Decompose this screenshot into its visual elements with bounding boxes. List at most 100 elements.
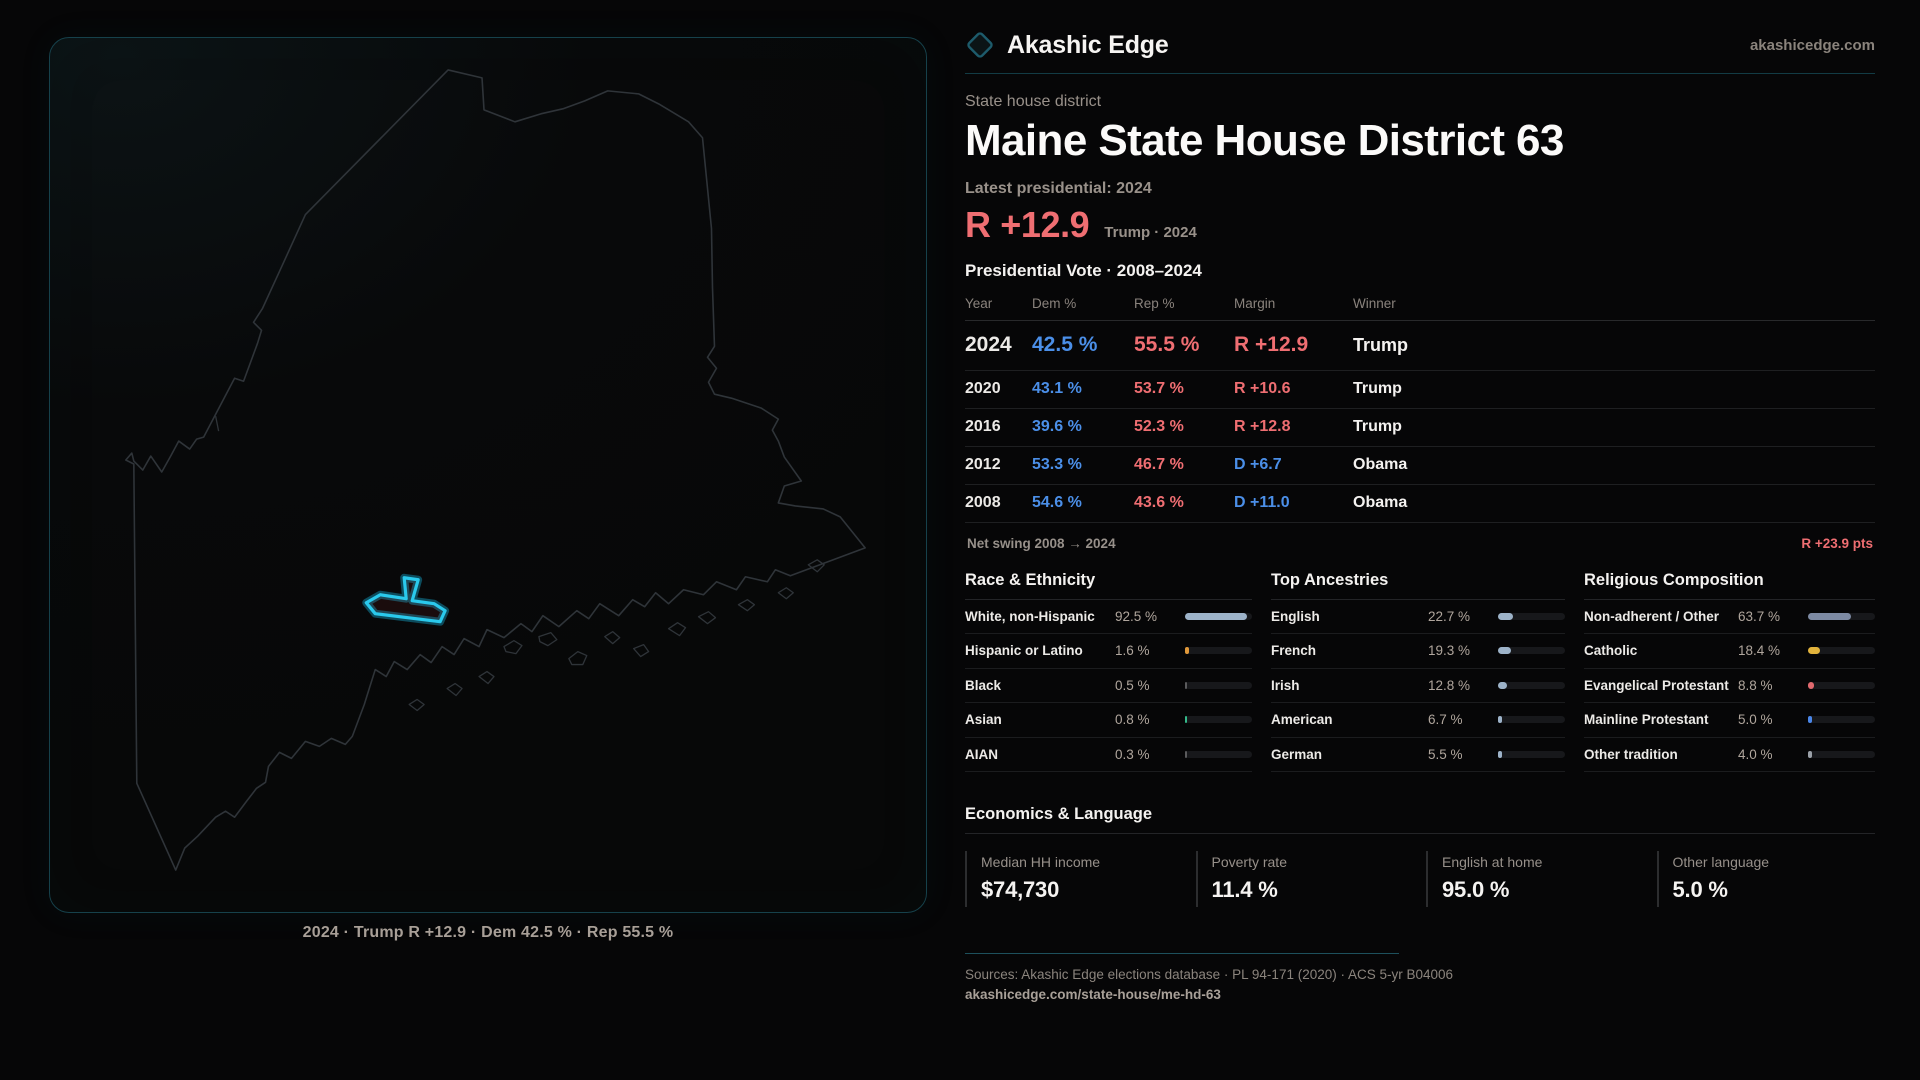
stat-bar-track bbox=[1808, 647, 1875, 655]
stat-label: Asian bbox=[965, 712, 1002, 728]
rep-pct-cell: 55.5 % bbox=[1134, 332, 1200, 356]
econ-stat-value: 95.0 % bbox=[1442, 877, 1510, 903]
demographics-grid: Race & Ethnicity White, non-Hispanic 92.5… bbox=[965, 571, 1875, 773]
presidential-vote-table: Year Dem % Rep % Margin Winner 2024 42.5 % 55.… bbox=[965, 290, 1875, 523]
stat-bar-track bbox=[1498, 612, 1565, 620]
econ-stat-value: 5.0 % bbox=[1672, 877, 1728, 903]
stat-label: Evangelical Protestant bbox=[1584, 677, 1729, 693]
section-title: Race & Ethnicity bbox=[965, 571, 1252, 600]
dem-pct-cell: 42.5 % bbox=[1032, 332, 1098, 356]
stat-value: 19.3 % bbox=[1428, 643, 1471, 659]
stat-bar-track bbox=[1185, 681, 1252, 689]
stat-bar-fill bbox=[1498, 612, 1513, 620]
stat-value: 92.5 % bbox=[1115, 608, 1158, 624]
stat-value: 22.7 % bbox=[1428, 608, 1471, 624]
section-title: Economics & Language bbox=[965, 805, 1875, 835]
stat-value: 6.7 % bbox=[1428, 712, 1463, 728]
stat-bar-fill bbox=[1185, 647, 1189, 655]
stat-bar-fill bbox=[1808, 647, 1820, 655]
stat-label: French bbox=[1271, 643, 1317, 659]
stat-bar-track bbox=[1808, 681, 1875, 689]
econ-stat-value: 11.4 % bbox=[1211, 877, 1278, 903]
footer: Sources: Akashic Edge elections database… bbox=[965, 953, 1875, 1004]
table-row: 2016 39.6 % 52.3 % R +12.8 Trump bbox=[965, 409, 1875, 447]
dem-pct-cell: 53.3 % bbox=[1032, 455, 1082, 473]
stat-bar-fill bbox=[1498, 716, 1502, 724]
brand-name: Akashic Edge bbox=[1007, 30, 1169, 59]
net-swing-row: Net swing 2008 → 2024 R +23.9 pts bbox=[965, 523, 1875, 551]
stat-value: 8.8 % bbox=[1738, 677, 1773, 693]
stat-bar-track bbox=[1185, 750, 1252, 758]
section-title: Top Ancestries bbox=[1271, 571, 1565, 600]
section-title: Religious Composition bbox=[1584, 571, 1875, 600]
stat-row: White, non-Hispanic 92.5 % bbox=[965, 600, 1252, 635]
stat-bar-fill bbox=[1498, 681, 1507, 689]
site-link[interactable]: akashicedge.com bbox=[1749, 36, 1875, 54]
margin-cell: R +12.9 bbox=[1234, 332, 1309, 356]
stat-row: Other tradition 4.0 % bbox=[1584, 738, 1875, 773]
stat-value: 5.5 % bbox=[1428, 746, 1463, 762]
stat-bar-fill bbox=[1808, 716, 1812, 724]
margin-cell: D +11.0 bbox=[1234, 493, 1290, 511]
stat-label: Black bbox=[965, 677, 1002, 693]
stat-row: Catholic 18.4 % bbox=[1584, 634, 1875, 669]
stat-label: AIAN bbox=[965, 746, 998, 762]
diamond-icon bbox=[967, 32, 993, 58]
stat-row: Asian 0.8 % bbox=[965, 703, 1252, 738]
stat-row: Non-adherent / Other 63.7 % bbox=[1584, 600, 1875, 635]
year-cell: 2008 bbox=[965, 493, 1001, 511]
column-header: Rep % bbox=[1134, 295, 1175, 311]
stat-value: 0.3 % bbox=[1115, 746, 1150, 762]
econ-stat: Other language 5.0 % bbox=[1656, 851, 1876, 908]
stat-label: Non-adherent / Other bbox=[1584, 608, 1720, 624]
map-caption: 2024 · Trump R +12.9 · Dem 42.5 % · Rep … bbox=[302, 924, 674, 941]
dem-pct-cell: 43.1 % bbox=[1032, 379, 1082, 397]
maine-map bbox=[125, 69, 866, 871]
headline-margin-context: Trump · 2024 bbox=[1104, 223, 1197, 241]
detail-pane: Akashic Edge akashicedge.com State house… bbox=[965, 0, 1875, 1004]
stat-bar-track bbox=[1498, 716, 1565, 724]
stat-row: AIAN 0.3 % bbox=[965, 738, 1252, 773]
econ-stat-label: Median HH income bbox=[981, 854, 1101, 871]
table-row: 2012 53.3 % 46.7 % D +6.7 Obama bbox=[965, 447, 1875, 485]
stat-row: Mainline Protestant 5.0 % bbox=[1584, 703, 1875, 738]
rep-pct-cell: 52.3 % bbox=[1134, 417, 1184, 435]
footer-url-link[interactable]: akashicedge.com/state-house/me-hd-63 bbox=[965, 987, 1221, 1003]
margin-cell: D +6.7 bbox=[1234, 455, 1282, 473]
stat-bar-fill bbox=[1808, 681, 1814, 689]
stat-row: Evangelical Protestant 8.8 % bbox=[1584, 669, 1875, 704]
stat-row: German 5.5 % bbox=[1271, 738, 1565, 773]
year-cell: 2012 bbox=[965, 455, 1001, 473]
district-63-shape[interactable] bbox=[364, 576, 447, 624]
stat-bar-fill bbox=[1185, 750, 1187, 758]
dem-pct-cell: 39.6 % bbox=[1032, 417, 1082, 435]
stat-value: 0.5 % bbox=[1115, 677, 1150, 693]
stat-bar-fill bbox=[1498, 750, 1502, 758]
econ-stat: English at home 95.0 % bbox=[1426, 851, 1645, 908]
brand-header: Akashic Edge akashicedge.com bbox=[965, 0, 1875, 60]
rep-pct-cell: 46.7 % bbox=[1134, 455, 1184, 473]
stat-bar-track bbox=[1808, 716, 1875, 724]
winner-cell: Obama bbox=[1353, 455, 1408, 473]
year-cell: 2024 bbox=[965, 332, 1012, 356]
column-header: Winner bbox=[1353, 295, 1396, 311]
net-swing-label: Net swing 2008 → 2024 bbox=[967, 535, 1116, 551]
latest-presidential-label: Latest presidential: 2024 bbox=[965, 179, 1152, 197]
section-race-ethnicity: Race & Ethnicity White, non-Hispanic 92.5… bbox=[965, 571, 1252, 773]
econ-stat: Median HH income $74,730 bbox=[965, 851, 1184, 908]
winner-cell: Trump bbox=[1353, 379, 1402, 397]
coastal-islands bbox=[214, 416, 825, 712]
stat-value: 0.8 % bbox=[1115, 712, 1150, 728]
stat-row: American 6.7 % bbox=[1271, 703, 1565, 738]
stat-label: American bbox=[1271, 712, 1333, 728]
stat-bar-track bbox=[1185, 647, 1252, 655]
stat-value: 63.7 % bbox=[1738, 608, 1781, 624]
section-top-ancestries: Top Ancestries English 22.7 % French 19.3 %… bbox=[1271, 571, 1565, 773]
dem-pct-cell: 54.6 % bbox=[1032, 493, 1082, 511]
stat-label: Hispanic or Latino bbox=[965, 643, 1083, 659]
column-header: Dem % bbox=[1032, 295, 1077, 311]
headline-margin-block: R +12.9 Trump · 2024 bbox=[965, 204, 1875, 246]
maine-state-outline bbox=[125, 69, 866, 871]
econ-stat-label: Poverty rate bbox=[1211, 854, 1287, 871]
net-swing-value: R +23.9 pts bbox=[1801, 535, 1873, 551]
